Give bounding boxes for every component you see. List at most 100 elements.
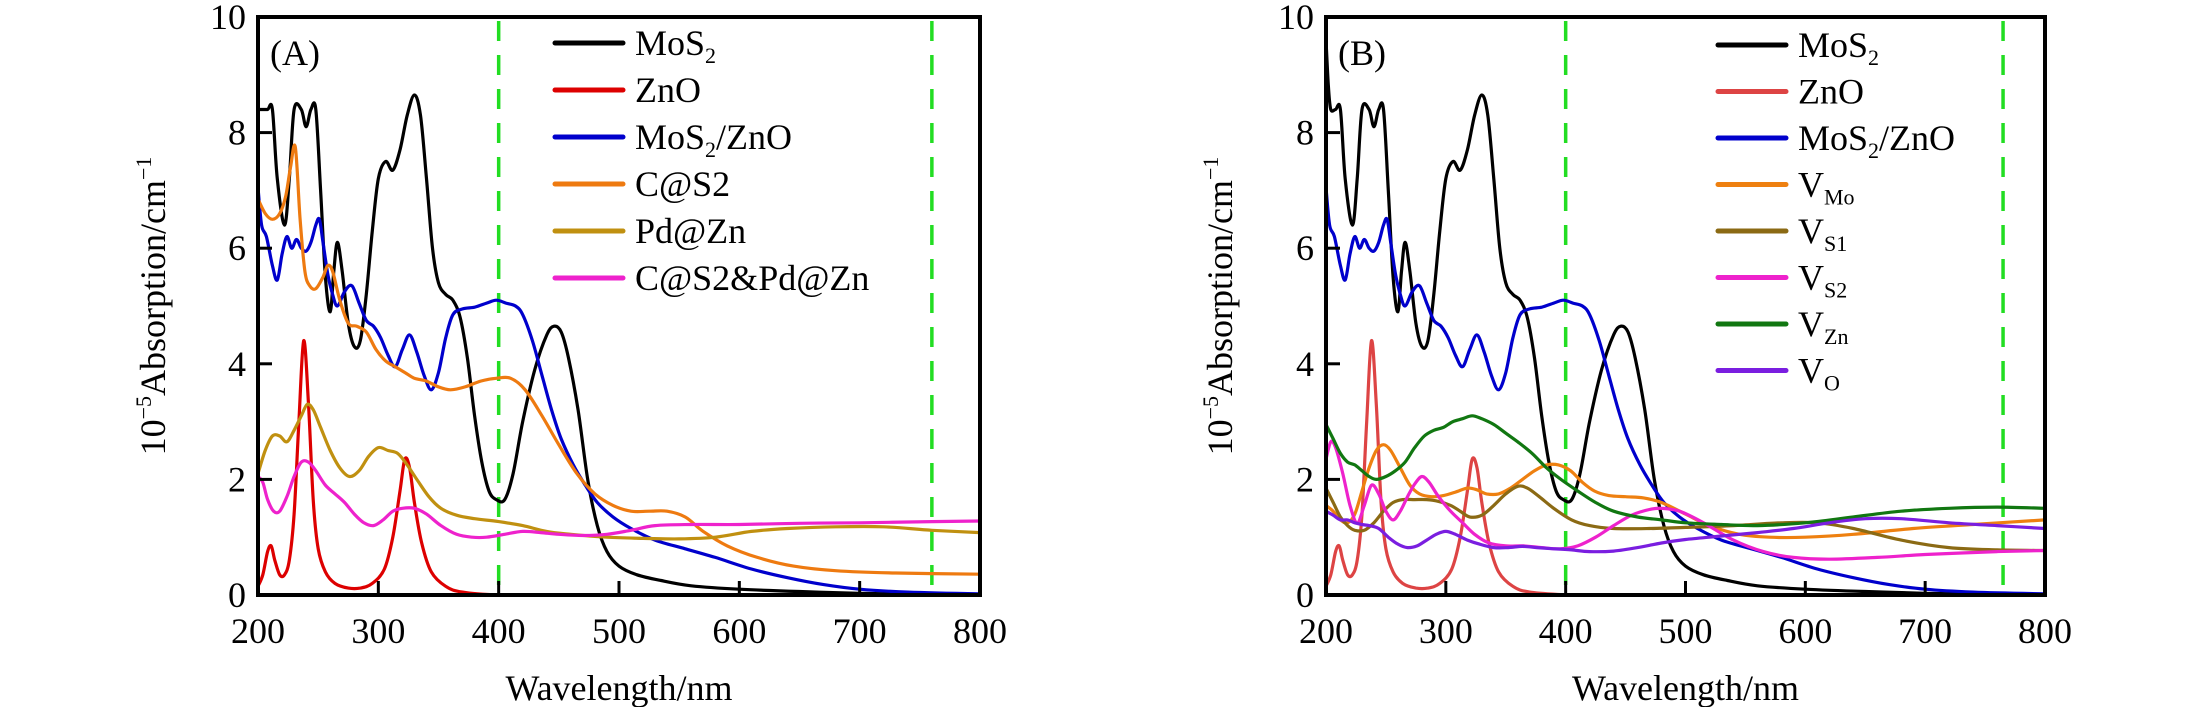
- legend-label-main: V: [1798, 258, 1824, 298]
- legend-label: ZnO: [635, 70, 701, 110]
- series-line-v-s1: [1326, 484, 2045, 553]
- legend-item-pd-zn: Pd@Zn: [552, 211, 746, 251]
- legend-label: MoS2: [635, 23, 716, 68]
- legend-label: C@S2&Pd@Zn: [635, 258, 869, 298]
- series-line-mos2: [258, 93, 980, 595]
- series-line-mos2-zno: [1326, 185, 2045, 595]
- x-tick-label: 500: [592, 611, 646, 651]
- y-tick-label: 8: [228, 113, 246, 153]
- legend-label-subscript: 2: [705, 137, 716, 162]
- x-tick-label: 600: [712, 611, 766, 651]
- legend-item-c-s2-pd-zn: C@S2&Pd@Zn: [552, 258, 869, 298]
- y-tick-label: 6: [1296, 228, 1314, 268]
- y-tick-label: 2: [1296, 459, 1314, 499]
- legend-label-suffix: /ZnO: [716, 117, 792, 157]
- legend-label-suffix: /ZnO: [1879, 118, 1955, 158]
- legend-label-main: ZnO: [635, 70, 701, 110]
- legend-label: MoS2: [1798, 25, 1879, 70]
- y-axis-title-text: Absorption/cm: [1200, 180, 1240, 396]
- legend-label-subscript: S2: [1824, 278, 1847, 303]
- legend-label-main: C@S2&Pd@Zn: [635, 258, 869, 298]
- legend-label-main: Pd@Zn: [635, 211, 746, 251]
- legend-label-subscript: S1: [1824, 231, 1847, 256]
- legend-item-v-s1: VS1: [1715, 211, 1847, 256]
- legend-item-zno: ZnO: [552, 70, 701, 110]
- series-line-pd-zn: [258, 402, 980, 541]
- legend-label-subscript: 2: [1868, 45, 1879, 70]
- legend-label-subscript: Zn: [1824, 324, 1848, 349]
- series-line-v-mo: [1326, 443, 2045, 540]
- legend-label-main: MoS: [1798, 25, 1868, 65]
- x-tick-label: 800: [953, 611, 1007, 651]
- legend-label: MoS2/ZnO: [635, 117, 792, 162]
- x-tick-label: 300: [1419, 611, 1473, 651]
- y-axis-title-superscript: −5: [131, 396, 156, 419]
- series-line-zno: [1326, 339, 1568, 595]
- legend-label: VZn: [1798, 304, 1848, 349]
- y-axis-title: 10−5Absorption/cm−1: [1198, 157, 1240, 456]
- legend-label-main: V: [1798, 304, 1824, 344]
- series-line-zno: [258, 339, 549, 595]
- x-tick-label: 700: [1898, 611, 1952, 651]
- legend-label: VS1: [1798, 211, 1847, 256]
- legend-label-main: V: [1798, 211, 1824, 251]
- x-tick-label: 400: [1539, 611, 1593, 651]
- y-tick-label: 10: [210, 0, 246, 37]
- y-tick-label: 0: [1296, 575, 1314, 615]
- panel-a: 200 300 400 500 600 700 800 0 2 4 6 8 10 (A) Wavelengt…: [131, 0, 1007, 707]
- y-axis-title-superscript: −5: [1198, 396, 1223, 419]
- series-line-mos2-zno: [258, 185, 980, 595]
- legend-label-main: MoS: [1798, 118, 1868, 158]
- x-tick-label: 700: [833, 611, 887, 651]
- legend-label-subscript: 2: [1868, 138, 1879, 163]
- y-tick-label: 8: [1296, 113, 1314, 153]
- series-line-v-o: [1326, 509, 2045, 554]
- legend-label-main: C@S2: [635, 164, 730, 204]
- x-tick-label: 600: [1778, 611, 1832, 651]
- x-axis-title: Wavelength/nm: [505, 668, 732, 707]
- legend-label-subscript: Mo: [1824, 185, 1855, 210]
- legend-label: MoS2/ZnO: [1798, 118, 1955, 163]
- x-tick-label: 300: [351, 611, 405, 651]
- series-group: [258, 93, 980, 595]
- y-axis-title-superscript: −1: [131, 157, 156, 180]
- legend-label: VMo: [1798, 165, 1855, 210]
- legend-label-main: MoS: [635, 117, 705, 157]
- y-tick-label: 4: [1296, 344, 1314, 384]
- y-tick-label: 10: [1278, 0, 1314, 37]
- legend-label-main: V: [1798, 165, 1824, 205]
- y-axis-title-text: 10: [133, 419, 173, 455]
- legend-item-v-zn: VZn: [1715, 304, 1848, 349]
- x-axis-title: Wavelength/nm: [1572, 668, 1799, 707]
- legend-item-c-s2: C@S2: [552, 164, 730, 204]
- legend-item-mos2-zno: MoS2/ZnO: [552, 117, 792, 162]
- x-tick-label: 500: [1659, 611, 1713, 651]
- series-line-mos2: [1326, 38, 2045, 595]
- legend-item-zno: ZnO: [1715, 72, 1864, 112]
- legend-label-main: ZnO: [1798, 72, 1864, 112]
- y-axis-title-text: 10: [1200, 419, 1240, 455]
- panel-label: (B): [1338, 33, 1386, 73]
- x-tick-label: 800: [2018, 611, 2072, 651]
- y-axis-title-superscript: −1: [1198, 157, 1223, 180]
- panel-b: 200 300 400 500 600 700 800 0 2 4 6 8 10 (B) Wavelengt…: [1198, 0, 2072, 707]
- legend-item-v-o: VO: [1715, 351, 1840, 396]
- y-tick-label: 2: [228, 459, 246, 499]
- legend-label-subscript: 2: [705, 43, 716, 68]
- legend-label-main: MoS: [635, 23, 705, 63]
- y-tick-label: 0: [228, 575, 246, 615]
- x-tick-label: 200: [231, 611, 285, 651]
- legend-label: Pd@Zn: [635, 211, 746, 251]
- legend-item-mos2: MoS2: [1715, 25, 1879, 70]
- legend-item-mos2: MoS2: [552, 23, 716, 68]
- x-tick-label: 400: [472, 611, 526, 651]
- y-axis-title-text: Absorption/cm: [133, 180, 173, 396]
- series-line-v-zn: [1326, 414, 2045, 528]
- legend-item-v-mo: VMo: [1715, 165, 1855, 210]
- legend-label: VS2: [1798, 258, 1847, 303]
- legend-label: VO: [1798, 351, 1840, 396]
- series-line-v-s2: [1326, 439, 2045, 561]
